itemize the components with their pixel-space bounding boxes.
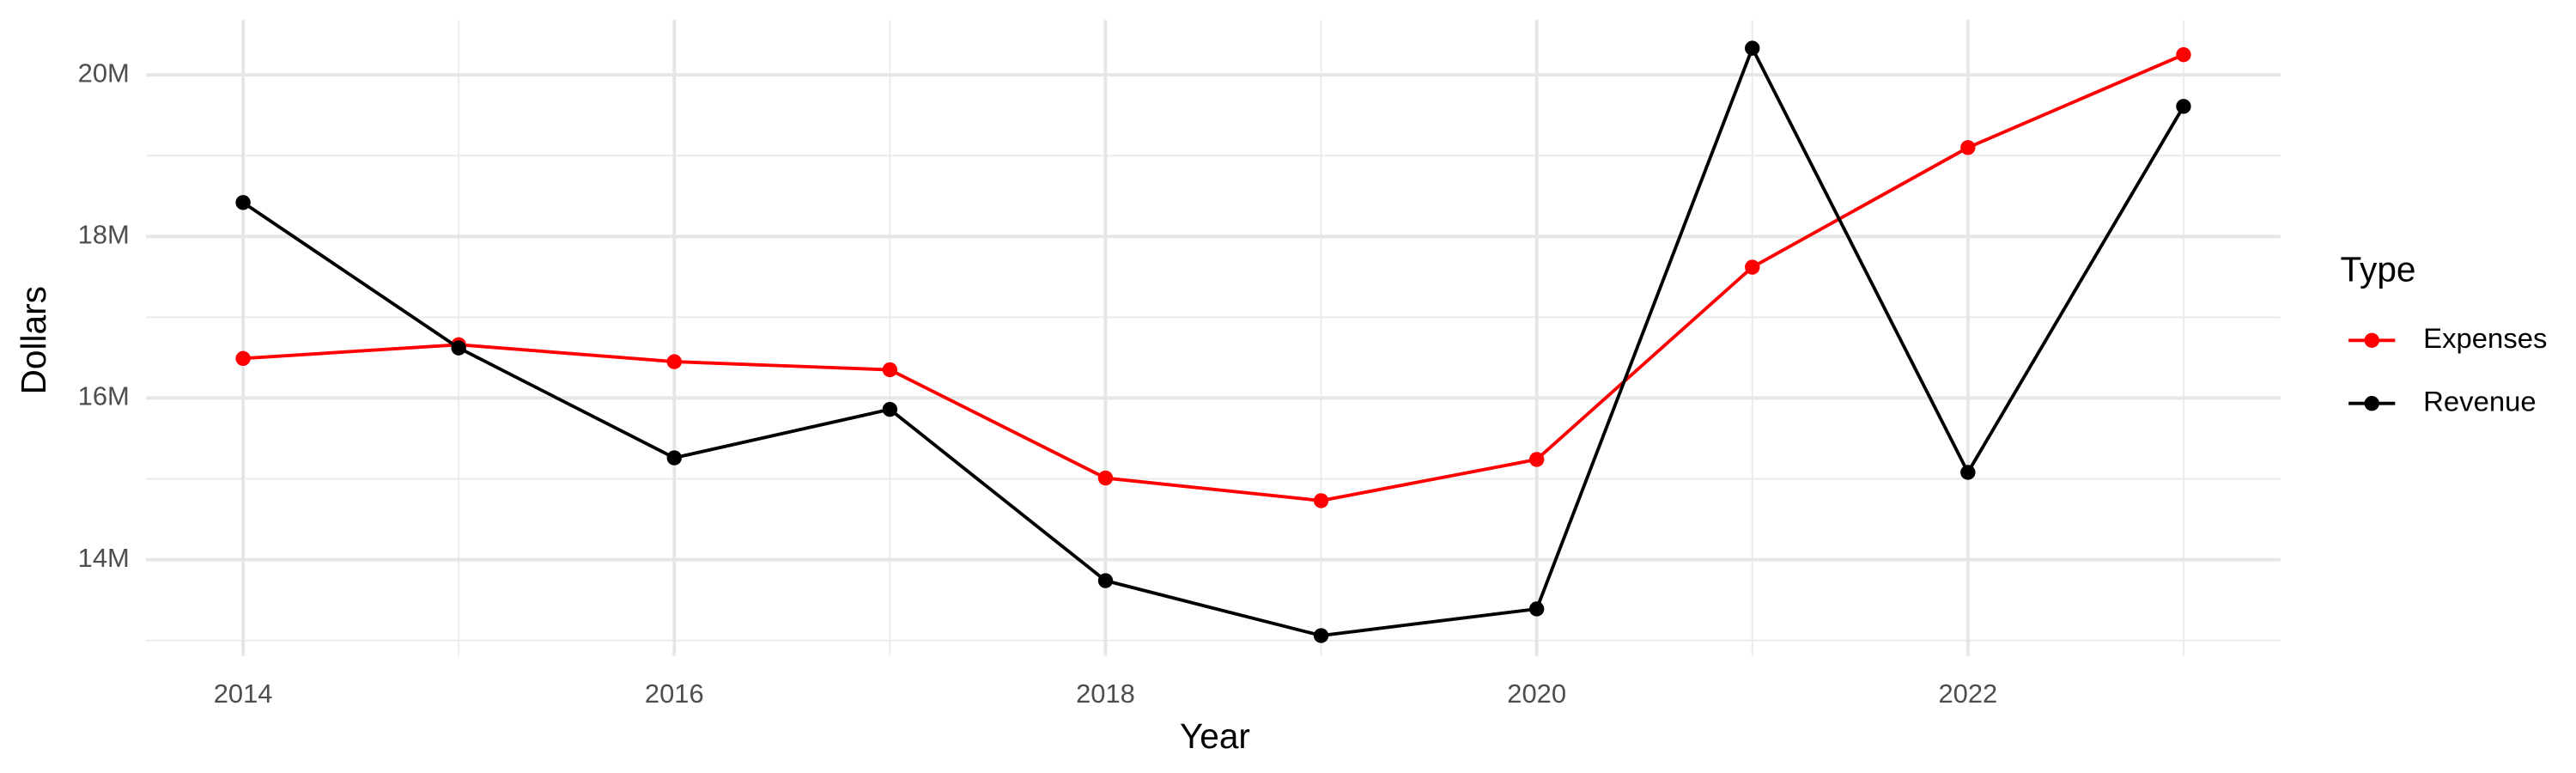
data-point: [1097, 573, 1114, 588]
data-point: [882, 401, 898, 417]
legend-label: Expenses: [2423, 322, 2547, 354]
x-tick-label: 2016: [645, 679, 704, 709]
data-point: [1745, 259, 1760, 275]
x-tick-label: 2018: [1076, 679, 1135, 709]
x-tick-label: 2014: [214, 679, 273, 709]
data-point: [235, 350, 251, 367]
legend-key-point: [2364, 332, 2379, 348]
data-point: [2176, 99, 2191, 114]
data-point: [1960, 465, 1976, 480]
legend-label: Revenue: [2423, 385, 2537, 417]
series-line: [242, 44, 2185, 637]
data-point: [1313, 493, 1329, 508]
data-point: [1528, 601, 1545, 617]
data-point: [1528, 452, 1545, 467]
data-point: [1097, 470, 1114, 486]
y-tick-label: 16M: [78, 381, 130, 411]
data-point: [235, 195, 251, 210]
legend-title: Type: [2341, 250, 2416, 289]
y-tick-label: 18M: [78, 219, 130, 249]
legend-key-point: [2364, 396, 2379, 411]
data-point: [666, 354, 682, 369]
data-point: [451, 340, 466, 356]
data-point: [1745, 40, 1760, 56]
data-point: [1313, 628, 1329, 643]
data-point: [882, 362, 898, 378]
data-point: [2176, 46, 2191, 63]
x-axis-label: Year: [1180, 716, 1250, 756]
data-point: [666, 450, 682, 466]
data-point: [1960, 140, 1976, 155]
series-line: [242, 52, 2184, 502]
y-axis-label: Dollars: [14, 286, 53, 394]
y-tick-label: 20M: [78, 58, 130, 88]
x-tick-label: 2022: [1938, 679, 1997, 709]
y-tick-label: 14M: [78, 543, 130, 573]
x-tick-label: 2020: [1507, 679, 1566, 709]
